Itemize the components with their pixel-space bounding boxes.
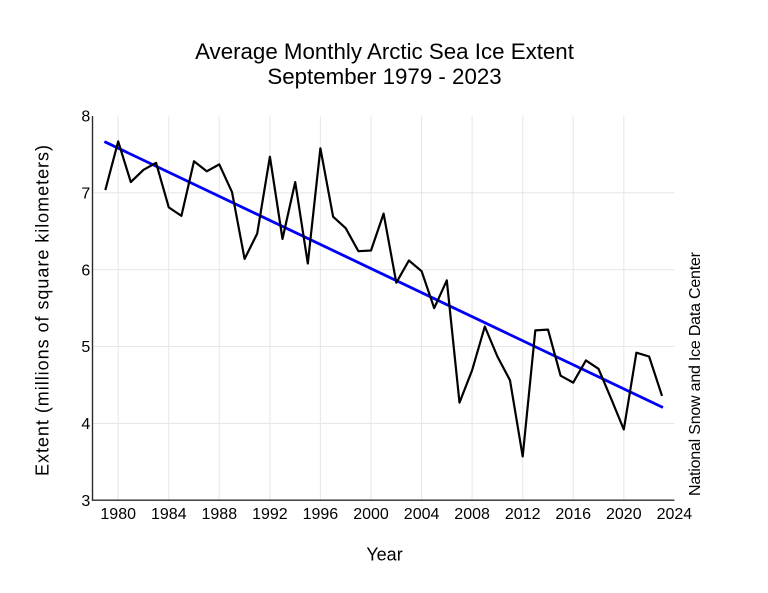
svg-text:1988: 1988	[202, 506, 238, 523]
svg-text:1980: 1980	[100, 506, 136, 523]
svg-text:4: 4	[81, 416, 90, 433]
svg-text:Average Monthly Arctic Sea Ice: Average Monthly Arctic Sea Ice Extent	[195, 39, 575, 64]
svg-text:2004: 2004	[404, 506, 440, 523]
svg-text:September 1979 - 2023: September 1979 - 2023	[267, 64, 501, 89]
svg-text:5: 5	[81, 339, 90, 356]
svg-text:Year: Year	[366, 544, 402, 564]
svg-text:7: 7	[81, 186, 90, 203]
svg-text:2016: 2016	[555, 506, 591, 523]
svg-text:Extent (millions of square kil: Extent (millions of square kilometers)	[33, 145, 53, 476]
svg-text:1996: 1996	[303, 506, 339, 523]
svg-text:2000: 2000	[353, 506, 389, 523]
svg-text:1984: 1984	[151, 506, 187, 523]
svg-text:2024: 2024	[657, 506, 693, 523]
svg-text:2008: 2008	[454, 506, 490, 523]
svg-text:1992: 1992	[252, 506, 288, 523]
svg-text:2020: 2020	[606, 506, 642, 523]
svg-text:8: 8	[81, 109, 90, 126]
svg-text:3: 3	[81, 493, 90, 510]
svg-text:6: 6	[81, 262, 90, 279]
svg-text:2012: 2012	[505, 506, 541, 523]
svg-text:National Snow and Ice Data Cen: National Snow and Ice Data Center	[687, 251, 704, 496]
